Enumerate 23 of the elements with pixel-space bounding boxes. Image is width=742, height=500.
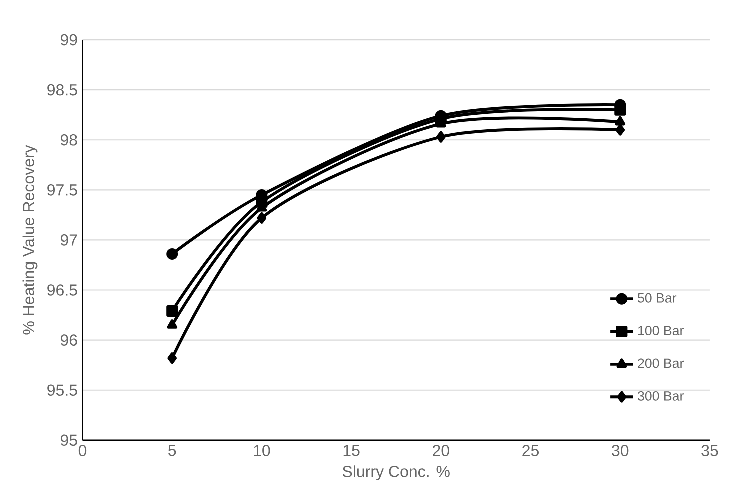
y-tick-label: 97.5 xyxy=(48,184,78,196)
y-tick-label: 97 xyxy=(60,234,78,246)
y-tick-label: 96 xyxy=(60,334,78,346)
x-axis-title: Slurry Conc. % xyxy=(342,465,450,480)
x-tick-label: 30 xyxy=(612,444,629,456)
y-tick-label: 98.5 xyxy=(48,84,78,96)
legend-label: 200 Bar xyxy=(638,358,684,368)
y-tick-label: 95 xyxy=(60,434,78,446)
x-tick-label: 20 xyxy=(433,444,450,456)
x-tick-label: 25 xyxy=(522,444,539,456)
legend-label: 100 Bar xyxy=(638,326,684,336)
x-tick-label: 15 xyxy=(344,444,360,456)
legend-label: 50 Bar xyxy=(638,293,677,303)
y-tick-label: 98 xyxy=(60,134,78,146)
y-tick-label: 96.5 xyxy=(48,284,78,296)
y-axis-title: % Heating Value Recovery xyxy=(22,144,38,335)
x-tick-label: 35 xyxy=(702,444,718,456)
x-tick-label: 10 xyxy=(254,444,270,456)
x-tick-label: 5 xyxy=(168,444,176,456)
x-tick-label: 0 xyxy=(78,444,87,456)
y-tick-label: 99 xyxy=(60,34,78,46)
y-tick-label: 95.5 xyxy=(48,384,78,396)
legend-label: 300 Bar xyxy=(638,391,684,401)
